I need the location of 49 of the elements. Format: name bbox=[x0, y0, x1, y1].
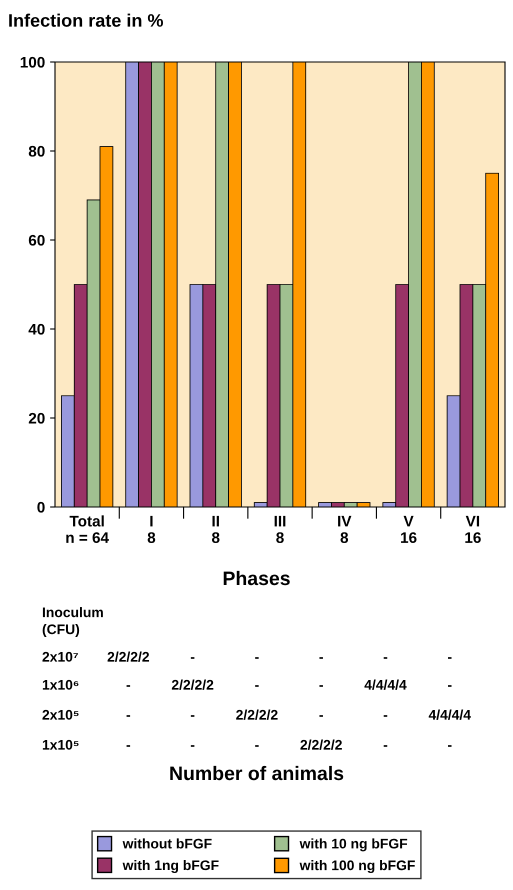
text: 2x10⁵ bbox=[42, 710, 79, 720]
y-tick-label: 100 bbox=[20, 56, 45, 68]
y-tick-label: 0 bbox=[37, 502, 45, 513]
legend-label: without bFGF bbox=[122, 838, 212, 849]
text: - bbox=[448, 745, 452, 747]
x-tick-label: Total n = 64 bbox=[66, 515, 109, 544]
text: Number of animals bbox=[170, 766, 344, 780]
text: - bbox=[255, 685, 259, 687]
text: - bbox=[384, 657, 388, 659]
x-tick-label: II 8 bbox=[212, 516, 220, 544]
x-tick-label: I 8 bbox=[148, 516, 156, 544]
text: - bbox=[126, 745, 130, 747]
y-tick-label: 20 bbox=[28, 412, 45, 424]
text: 1x10⁶ bbox=[42, 680, 78, 690]
x-tick-label: V 16 bbox=[401, 516, 417, 544]
x-tick-label: VI 16 bbox=[465, 516, 481, 544]
x-axis-title: Phases bbox=[224, 570, 290, 586]
text: 4/4/4/4 bbox=[364, 680, 407, 690]
text: - bbox=[319, 685, 323, 687]
text: 2/2/2/2 bbox=[108, 652, 150, 662]
text: - bbox=[384, 715, 388, 717]
y-tick-label: 80 bbox=[28, 146, 45, 157]
text: - bbox=[319, 657, 323, 659]
legend-label: with 100 ng bFGF bbox=[300, 860, 415, 874]
text: - bbox=[448, 685, 452, 687]
text: - bbox=[448, 657, 452, 659]
text: 1x10⁵ bbox=[42, 740, 79, 750]
text: Inoculum (CFU) bbox=[42, 607, 103, 637]
text: - bbox=[126, 685, 130, 687]
text: 2/2/2/2 bbox=[172, 680, 214, 690]
text: - bbox=[126, 715, 130, 717]
text: - bbox=[319, 715, 323, 717]
x-tick-label: III 8 bbox=[274, 516, 286, 544]
text: 2/2/2/2 bbox=[300, 740, 342, 750]
text: 2x10⁷ bbox=[42, 652, 78, 662]
y-axis-title: Infection rate in % bbox=[9, 14, 164, 27]
text: - bbox=[255, 745, 259, 747]
text: - bbox=[255, 657, 259, 659]
text: - bbox=[190, 745, 194, 747]
y-tick-label: 40 bbox=[28, 324, 45, 335]
y-tick-label: 60 bbox=[28, 234, 45, 246]
text: - bbox=[384, 745, 388, 747]
legend-label: with 10 ng bFGF bbox=[300, 838, 408, 852]
text: - bbox=[190, 715, 194, 717]
text: 2/2/2/2 bbox=[236, 710, 278, 720]
text: 4/4/4/4 bbox=[428, 710, 471, 720]
x-tick-label: IV 8 bbox=[338, 516, 352, 544]
text: - bbox=[190, 657, 194, 659]
legend-label: with 1ng bFGF bbox=[122, 860, 219, 873]
